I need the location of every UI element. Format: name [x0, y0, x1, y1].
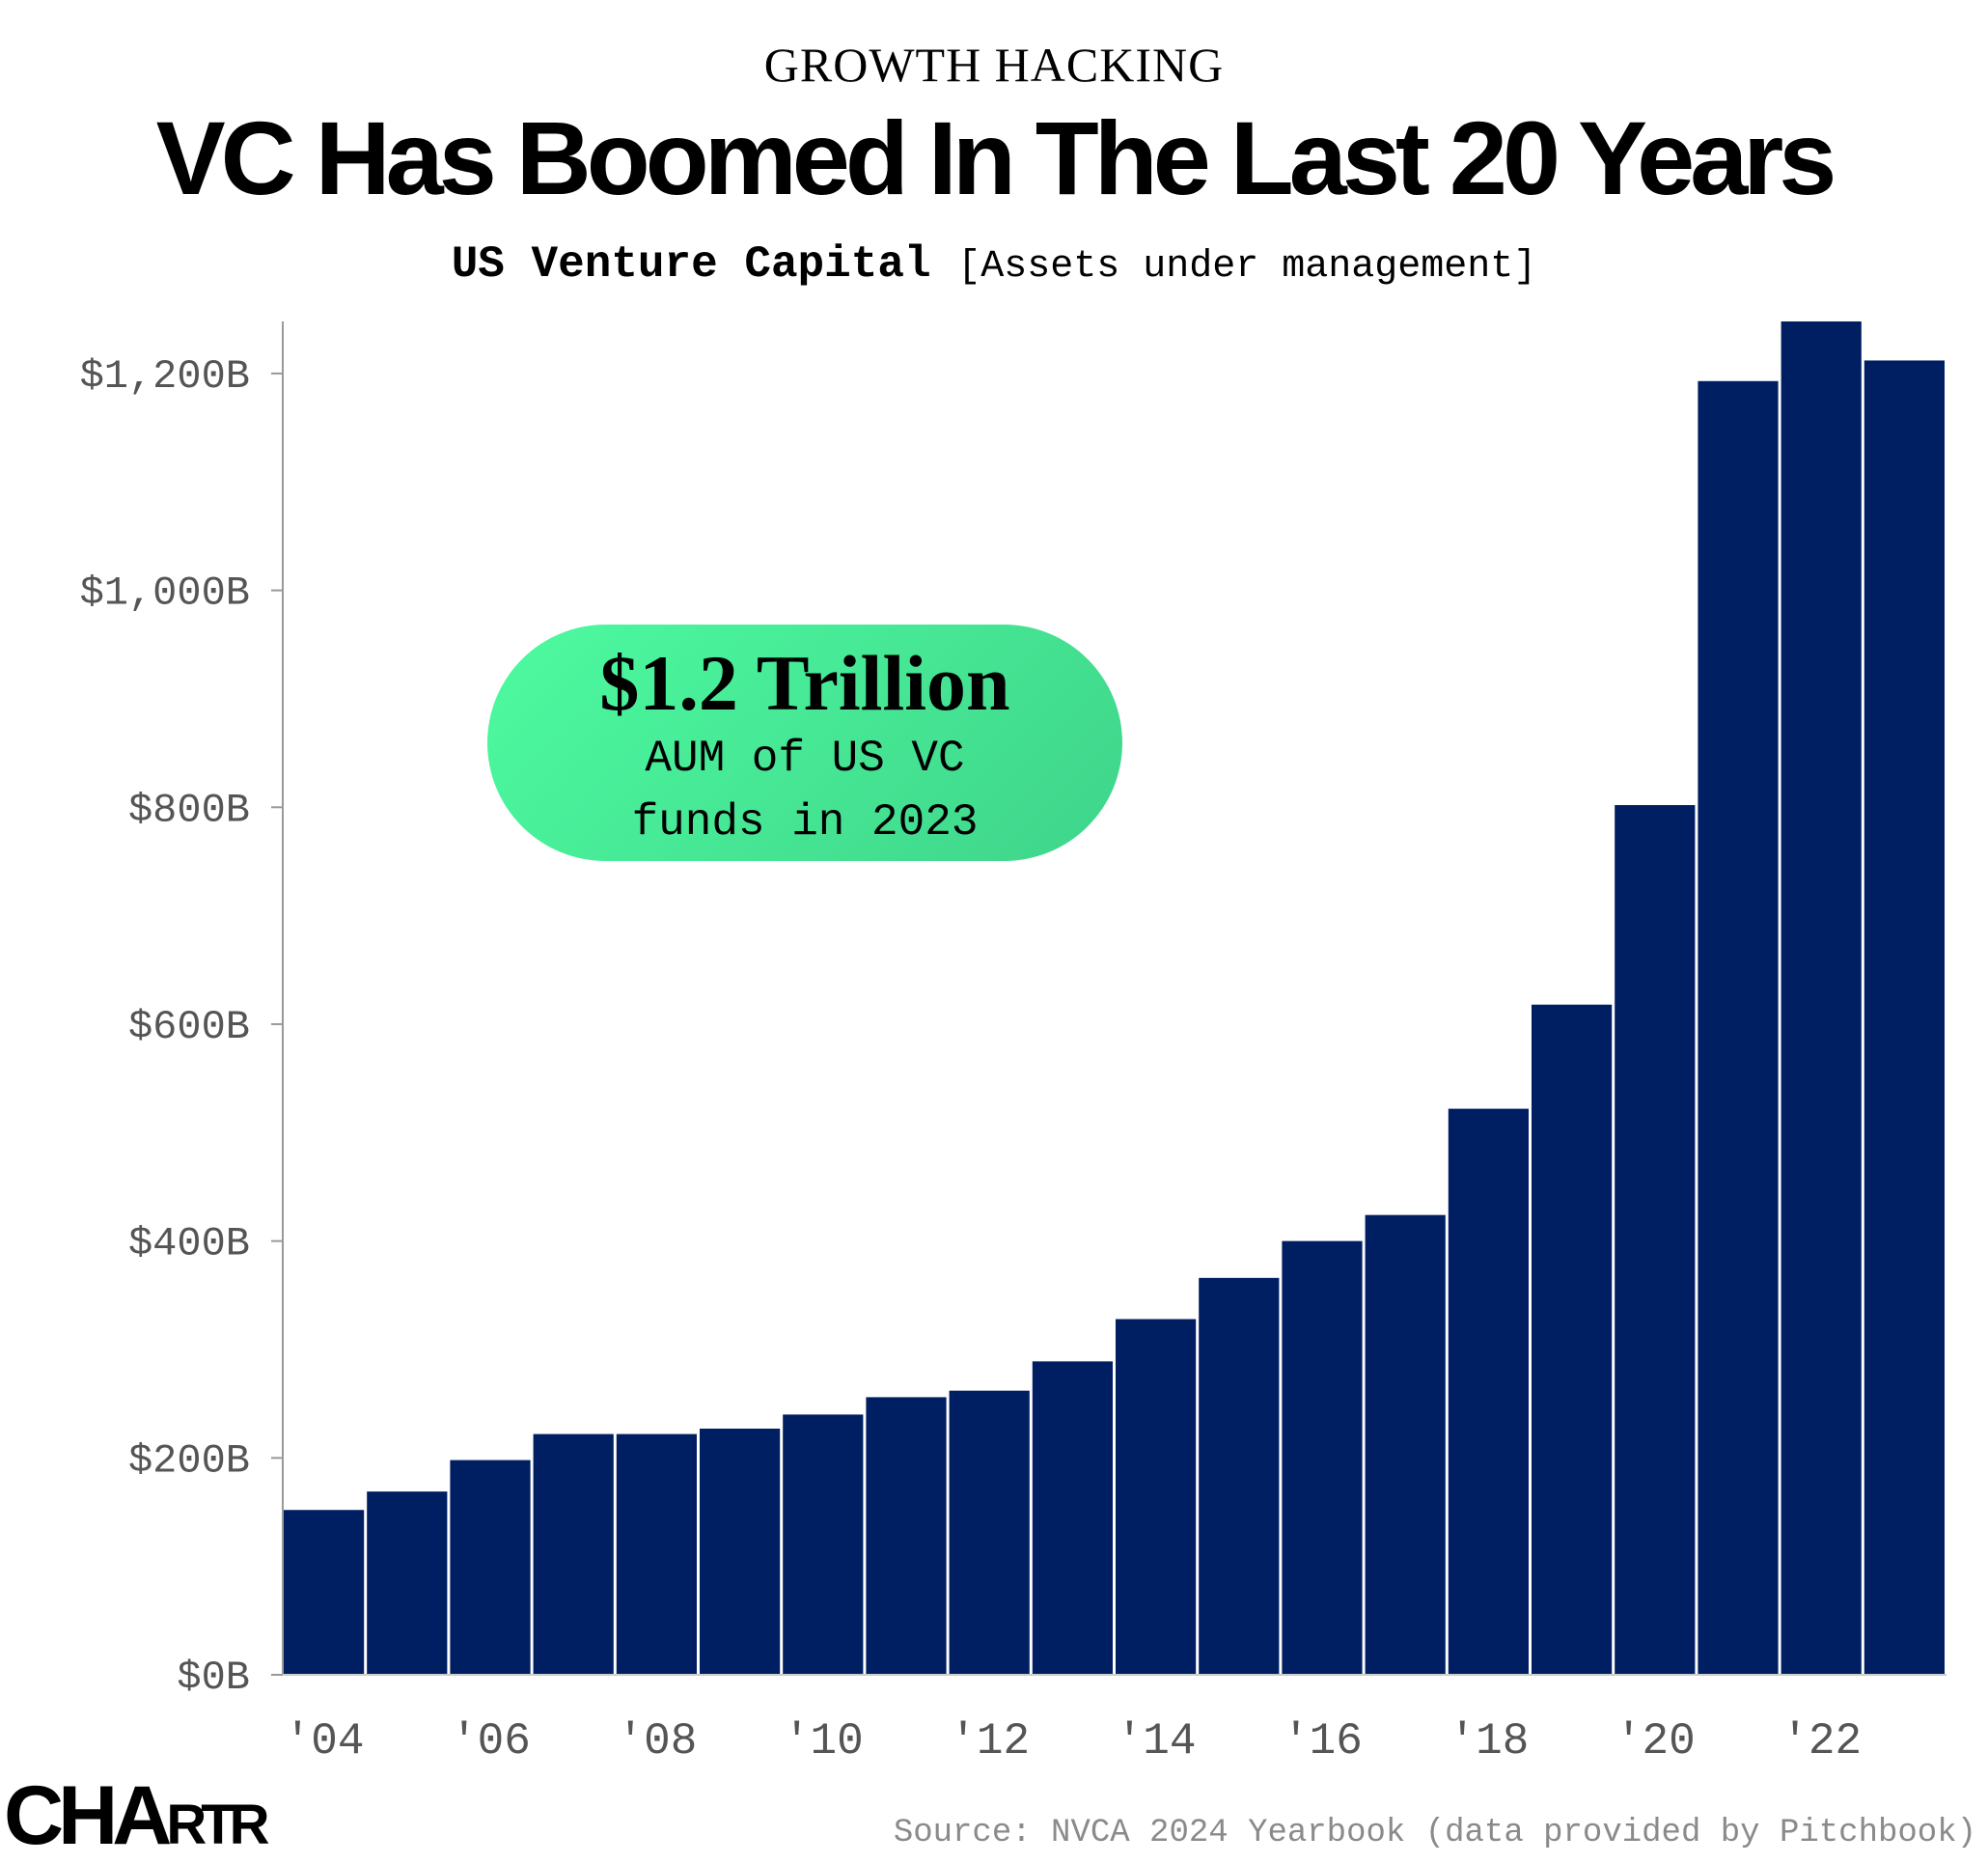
y-tick-label: $0B	[177, 1655, 250, 1701]
x-tick-label: '14	[1117, 1716, 1197, 1767]
bar-2016	[1282, 1240, 1363, 1675]
y-tick-label: $200B	[128, 1437, 250, 1484]
bar-2006	[450, 1460, 531, 1675]
bar-2020	[1615, 805, 1696, 1675]
annotation-line1: AUM of US VC	[645, 734, 965, 784]
y-tick-label: $1,000B	[80, 570, 250, 617]
bar-2023	[1864, 360, 1945, 1675]
y-tick-label: $800B	[128, 787, 250, 833]
bar-2009	[700, 1428, 781, 1675]
kicker: GROWTH HACKING	[763, 38, 1225, 92]
bar-2008	[616, 1433, 697, 1675]
bar-2010	[783, 1414, 864, 1675]
subtitle-unit: [Assets under management]	[957, 245, 1537, 289]
annotation-headline: $1.2 Trillion	[599, 639, 1010, 727]
x-tick-label: '18	[1449, 1716, 1529, 1767]
bar-2015	[1199, 1277, 1280, 1675]
subtitle-main: US Venture Capital	[451, 239, 931, 290]
chart-subtitle: US Venture Capital [Assets under managem…	[0, 239, 1988, 290]
bar-2005	[367, 1491, 448, 1675]
chart-title: VC Has Boomed In The Last 20 Years	[155, 99, 1837, 216]
bar-2018	[1448, 1108, 1529, 1675]
y-tick-label: $400B	[128, 1221, 250, 1267]
source-note: Source: NVCA 2024 Yearbook (data provide…	[893, 1815, 1976, 1851]
bar-2012	[949, 1390, 1030, 1675]
bar-2014	[1116, 1319, 1197, 1675]
annotation-line2: funds in 2023	[631, 797, 979, 848]
bar-2021	[1698, 380, 1779, 1675]
x-tick-label: '10	[784, 1716, 864, 1767]
x-tick-label: '22	[1781, 1716, 1862, 1767]
y-tick-label: $600B	[128, 1004, 250, 1050]
bar-2004	[284, 1510, 365, 1675]
x-tick-label: '06	[451, 1716, 531, 1767]
chartr-logo: CHARTR	[4, 1769, 270, 1862]
bar-2017	[1365, 1214, 1446, 1675]
x-tick-label: '20	[1615, 1716, 1696, 1767]
x-tick-label: '12	[950, 1716, 1030, 1767]
bar-2022	[1781, 321, 1862, 1675]
x-tick-label: '04	[285, 1716, 365, 1767]
bar-2013	[1032, 1361, 1113, 1675]
x-tick-label: '16	[1283, 1716, 1363, 1767]
bar-2007	[533, 1433, 614, 1675]
x-tick-label: '08	[617, 1716, 697, 1767]
bar-2019	[1532, 1004, 1613, 1675]
bar-2011	[866, 1397, 947, 1675]
annotation-callout: $1.2 Trillion AUM of US VC funds in 2023	[487, 625, 1122, 861]
y-tick-label: $1,200B	[80, 353, 250, 400]
